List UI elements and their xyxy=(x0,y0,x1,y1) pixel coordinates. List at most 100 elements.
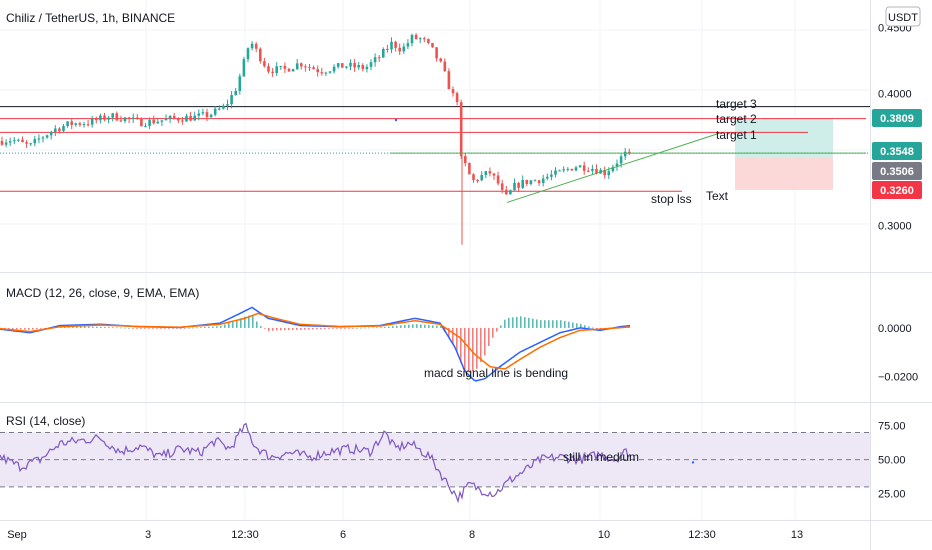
macd-histogram-bar xyxy=(32,327,34,330)
symbol-title[interactable]: Chiliz / TetherUS, 1h, BINANCE xyxy=(6,11,175,25)
macd-histogram-bar xyxy=(572,322,574,328)
candle-body xyxy=(177,118,180,121)
candle-body xyxy=(439,58,442,62)
macd-histogram-bar xyxy=(508,317,510,328)
macd-histogram-bar xyxy=(468,327,470,373)
macd-histogram-bar xyxy=(352,327,354,329)
macd-histogram-bar xyxy=(304,327,306,330)
macd-histogram-bar xyxy=(344,327,346,329)
macd-histogram-bar xyxy=(248,315,250,328)
candle-body xyxy=(131,117,135,119)
rsi-title[interactable]: RSI (14, close) xyxy=(6,414,85,428)
candle-body xyxy=(480,174,483,181)
candle-body xyxy=(390,41,393,50)
time-axis[interactable]: Sep 3 12:30 6 8 10 12:30 13 xyxy=(7,529,803,541)
candle-body xyxy=(279,65,283,67)
candle-body xyxy=(300,63,303,67)
macd-title[interactable]: MACD (12, 26, close, 9, EMA, EMA) xyxy=(6,286,199,300)
macd-pane[interactable]: MACD (12, 26, close, 9, EMA, EMA) xyxy=(0,286,631,382)
macd-histogram-bar xyxy=(372,327,374,329)
macd-histogram-bar xyxy=(452,327,454,345)
candle-body xyxy=(414,34,418,39)
target-zone[interactable] xyxy=(735,118,833,158)
macd-histogram-bar xyxy=(132,327,134,329)
candle-body xyxy=(402,46,406,52)
macd-histogram-bar xyxy=(280,327,282,331)
candle-body xyxy=(123,117,127,122)
macd-histogram-bar xyxy=(492,327,494,338)
macd-histogram-bar xyxy=(40,327,42,329)
time-tick: 12:30 xyxy=(231,529,259,541)
candle-body xyxy=(377,57,381,59)
candle-body xyxy=(574,167,578,171)
candle-body xyxy=(168,115,172,119)
macd-histogram-bar xyxy=(196,327,198,329)
candle-body xyxy=(103,115,106,120)
price-pane[interactable]: Chiliz / TetherUS, 1h, BINANCE xyxy=(0,11,870,245)
candle-body xyxy=(271,71,274,73)
macd-histogram-bar xyxy=(380,327,382,328)
price-badge: 0.3809 xyxy=(872,109,922,127)
svg-text:USDT: USDT xyxy=(888,12,918,24)
macd-histogram-bar xyxy=(20,327,22,330)
macd-histogram-bar xyxy=(272,327,274,331)
macd-histogram-bar xyxy=(244,316,246,328)
currency-button[interactable]: USDT xyxy=(885,6,921,27)
candle-body xyxy=(33,139,37,144)
macd-histogram-bar xyxy=(200,327,202,328)
macd-histogram-bar xyxy=(404,325,406,328)
macd-histogram-bar xyxy=(480,327,482,363)
candle-body xyxy=(267,66,270,72)
macd-histogram-bar xyxy=(560,320,562,328)
macd-histogram-bar xyxy=(580,324,582,328)
macd-histogram-bar xyxy=(168,327,170,329)
candle-body xyxy=(283,65,287,69)
candle-body xyxy=(181,120,184,122)
candle-body xyxy=(521,179,524,188)
candle-body xyxy=(615,163,619,167)
rsi-pane[interactable]: RSI (14, close) xyxy=(0,414,870,504)
candle-body xyxy=(259,48,262,62)
macd-histogram-bar xyxy=(324,327,326,329)
candle-body xyxy=(541,178,545,184)
candle-body xyxy=(189,116,192,121)
macd-histogram-bar xyxy=(288,327,290,331)
candle-body xyxy=(164,118,168,121)
macd-histogram-bar xyxy=(88,326,90,328)
time-tick: 10 xyxy=(598,529,610,541)
macd-histogram-bar xyxy=(84,326,86,328)
annotation-macd-bending: macd signal line is bending xyxy=(424,366,568,380)
macd-histogram-bar xyxy=(376,327,378,329)
candle-body xyxy=(578,165,582,168)
candle-body xyxy=(218,108,221,110)
candle-body xyxy=(95,118,98,121)
macd-histogram-bar xyxy=(16,327,18,330)
macd-histogram-bar xyxy=(224,324,226,328)
macd-histogram-bar xyxy=(504,319,506,328)
price-axis[interactable]: 0.4500 0.4000 0.3000 0.0000 −0.0200 75.00 50.0… xyxy=(878,22,918,500)
stop-zone[interactable] xyxy=(735,158,833,190)
price-badge-value: 0.3260 xyxy=(880,185,914,197)
candle-body xyxy=(263,61,266,67)
macd-histogram-bar xyxy=(268,327,270,332)
macd-histogram-bar xyxy=(564,320,566,328)
macd-histogram-bar xyxy=(116,327,118,329)
macd-histogram-bar xyxy=(172,327,174,329)
candle-body xyxy=(447,71,451,90)
price-badge-box xyxy=(872,162,922,180)
macd-histogram-bar xyxy=(216,326,218,328)
macd-histogram-bar xyxy=(296,327,298,330)
macd-histogram-bar xyxy=(144,327,146,329)
macd-histogram-bar xyxy=(440,326,442,328)
macd-histogram-bar xyxy=(360,327,362,329)
annotation-stop-loss: stop lss xyxy=(651,192,692,206)
candle-body xyxy=(558,170,561,172)
candle-body xyxy=(41,137,45,139)
macd-histogram-bar xyxy=(256,321,258,328)
candle-body xyxy=(312,67,315,70)
price-tick: 0.3000 xyxy=(878,221,912,233)
macd-histogram-bar xyxy=(276,327,278,331)
candle-body xyxy=(472,174,475,181)
